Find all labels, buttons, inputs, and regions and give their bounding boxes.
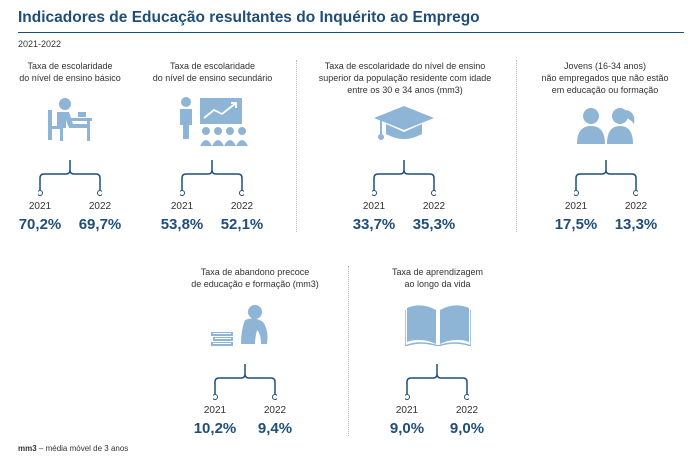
year-label: 2022 <box>455 405 479 416</box>
year-label: 2022 <box>230 201 254 212</box>
footnote-abbr: mm3 <box>18 444 37 453</box>
column-divider <box>516 60 518 232</box>
indicator-value: 13,3% <box>614 216 658 233</box>
title-divider <box>18 32 684 33</box>
indicator-value: 17,5% <box>554 216 598 233</box>
year-label: 2021 <box>203 405 227 416</box>
year-brace <box>180 160 244 196</box>
open-book-icon <box>405 305 471 346</box>
indicator-label: em educação ou formação <box>551 85 659 95</box>
indicator-card-tertiary: Taxa de escolaridade do nível de ensino … <box>300 60 510 240</box>
indicator-value: 33,7% <box>352 216 396 233</box>
sad-student-books-icon <box>211 305 268 346</box>
year-label: 2022 <box>422 201 446 212</box>
indicator-label: Taxa de aprendizagem <box>391 267 484 277</box>
year-label: 2022 <box>88 201 112 212</box>
year-brace <box>574 160 638 196</box>
indicator-label: Taxa de escolaridade <box>27 61 113 71</box>
indicator-value: 69,7% <box>78 216 122 233</box>
indicator-value: 35,3% <box>412 216 456 233</box>
indicator-value: 52,1% <box>220 216 264 233</box>
indicator-label: Jovens (16-34 anos) <box>563 61 647 71</box>
teacher-classroom-icon <box>180 97 248 146</box>
student-at-desk-icon <box>48 98 92 141</box>
year-label: 2021 <box>170 201 194 212</box>
indicator-label: do nível de ensino secundário <box>152 73 273 83</box>
indicator-value: 70,2% <box>18 216 62 233</box>
year-label: 2021 <box>395 405 419 416</box>
year-label: 2021 <box>362 201 386 212</box>
indicator-value: 9,4% <box>257 420 293 437</box>
column-divider <box>296 60 298 232</box>
indicator-card-early-leaving: Taxa de abandono precoce de educação e f… <box>165 266 345 446</box>
indicator-label: não empregados que não estão <box>541 73 669 83</box>
footnote: mm3 – média móvel de 3 anos <box>18 444 128 453</box>
indicator-card-lifelong-learning: Taxa de aprendizagem ao longo da vida 20… <box>355 266 520 446</box>
indicator-label: superior da população residente com idad… <box>318 73 492 83</box>
indicator-card-basic: Taxa de escolaridade do nível de ensino … <box>0 60 140 240</box>
year-brace <box>38 160 102 196</box>
page-title: Indicadores de Educação resultantes do I… <box>18 9 480 26</box>
indicator-value: 53,8% <box>160 216 204 233</box>
indicator-label: entre os 30 e 34 anos (mm3) <box>347 85 463 95</box>
indicator-value: 9,0% <box>389 420 425 437</box>
period-label: 2021-2022 <box>18 39 62 49</box>
year-label: 2022 <box>624 201 648 212</box>
two-youths-icon <box>577 108 635 144</box>
indicator-label: ao longo da vida <box>404 279 471 289</box>
indicator-value: 9,0% <box>449 420 485 437</box>
year-brace <box>405 364 469 400</box>
year-label: 2021 <box>564 201 588 212</box>
year-brace <box>372 160 436 196</box>
column-divider <box>348 266 350 436</box>
indicator-label: Taxa de escolaridade do nível de ensino <box>324 61 486 71</box>
year-label: 2022 <box>263 405 287 416</box>
indicator-label: Taxa de abandono precoce <box>200 267 310 277</box>
indicator-value: 10,2% <box>193 420 237 437</box>
graduation-cap-icon <box>374 106 434 140</box>
indicator-label: Taxa de escolaridade <box>169 61 256 71</box>
indicator-label: de educação e formação (mm3) <box>191 279 319 289</box>
year-brace <box>213 364 277 400</box>
footnote-text: – média móvel de 3 anos <box>38 444 129 453</box>
indicator-card-neet: Jovens (16-34 anos) não empregados que n… <box>520 60 690 240</box>
indicator-label: do nível de ensino básico <box>19 73 121 83</box>
year-label: 2021 <box>28 201 52 212</box>
indicator-card-secondary: Taxa de escolaridade do nível de ensino … <box>140 60 285 240</box>
